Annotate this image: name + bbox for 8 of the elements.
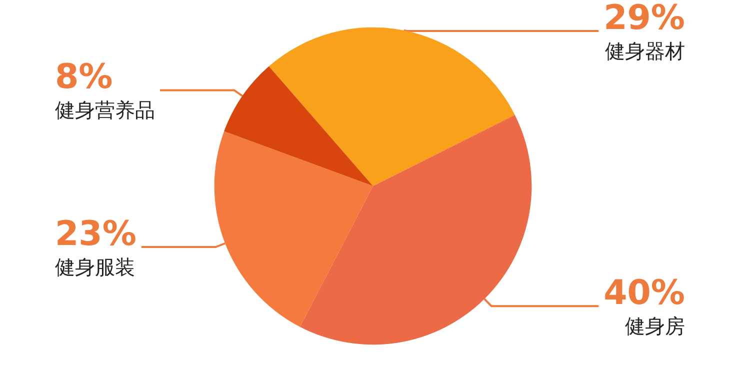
slice-label: 健身服装	[55, 254, 135, 279]
data-label: 40%	[604, 273, 685, 314]
slice-label: 健身房	[625, 314, 685, 338]
data-label: 23%	[55, 214, 136, 254]
slice-label: 健身营养品	[55, 98, 155, 122]
data-label: 29%	[604, 0, 685, 38]
data-label: 8%	[55, 57, 113, 98]
slice-label: 健身器材	[605, 39, 685, 63]
